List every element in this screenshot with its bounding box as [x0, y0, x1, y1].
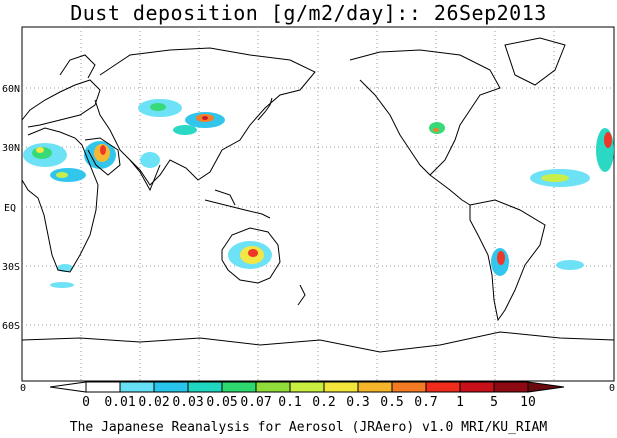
colorbar-swatch: [391, 381, 427, 393]
colorbar-swatch: [255, 381, 291, 393]
colorbar-label: 0.3: [346, 395, 370, 410]
coastlines: [21, 37, 615, 353]
colorbar-arrow-right: [527, 381, 565, 393]
colorbar-edge-right: 0: [609, 383, 616, 394]
colorbar-swatch: [493, 381, 529, 393]
colorbar-label: 0: [82, 395, 90, 410]
colorbar-label: 0.2: [312, 395, 336, 410]
colorbar-swatch: [221, 381, 257, 393]
colorbar-label: 0.02: [138, 395, 170, 410]
colorbar-swatch: [459, 381, 495, 393]
dust-fields: [23, 99, 614, 288]
colorbar-swatch: [357, 381, 393, 393]
colorbar-label: 0.05: [206, 395, 238, 410]
colorbar-edge-left: 0: [20, 383, 27, 394]
map-title: Dust deposition [g/m2/day]:: 26Sep2013: [70, 1, 547, 25]
lat-label-eq: EQ: [4, 203, 16, 214]
colorbar-swatch: [85, 381, 121, 393]
colorbar-arrow-left: [49, 381, 87, 393]
colorbar-swatch: [425, 381, 461, 393]
colorbar-label: 0.01: [104, 395, 136, 410]
colorbar-swatch: [187, 381, 223, 393]
colorbar-swatch: [289, 381, 325, 393]
colorbar-label: 0.7: [414, 395, 438, 410]
lat-label-60n: 60N: [2, 84, 20, 95]
lat-label-60s: 60S: [2, 321, 20, 332]
colorbar-label: 10: [520, 395, 536, 410]
colorbar-label: 1: [456, 395, 464, 410]
footer-credit: The Japanese Reanalysis for Aerosol (JRA…: [69, 420, 548, 435]
colorbar-swatch: [323, 381, 359, 393]
colorbar-label: 0.03: [172, 395, 204, 410]
colorbar: [49, 381, 565, 393]
gridlines: [22, 27, 614, 381]
colorbar-swatch: [153, 381, 189, 393]
lat-label-30s: 30S: [2, 262, 20, 273]
colorbar-label: 0.07: [240, 395, 272, 410]
colorbar-label: 0.5: [380, 395, 404, 410]
lat-label-30n: 30N: [2, 143, 20, 154]
colorbar-label: 5: [490, 395, 498, 410]
colorbar-swatch: [119, 381, 155, 393]
colorbar-label: 0.1: [278, 395, 302, 410]
